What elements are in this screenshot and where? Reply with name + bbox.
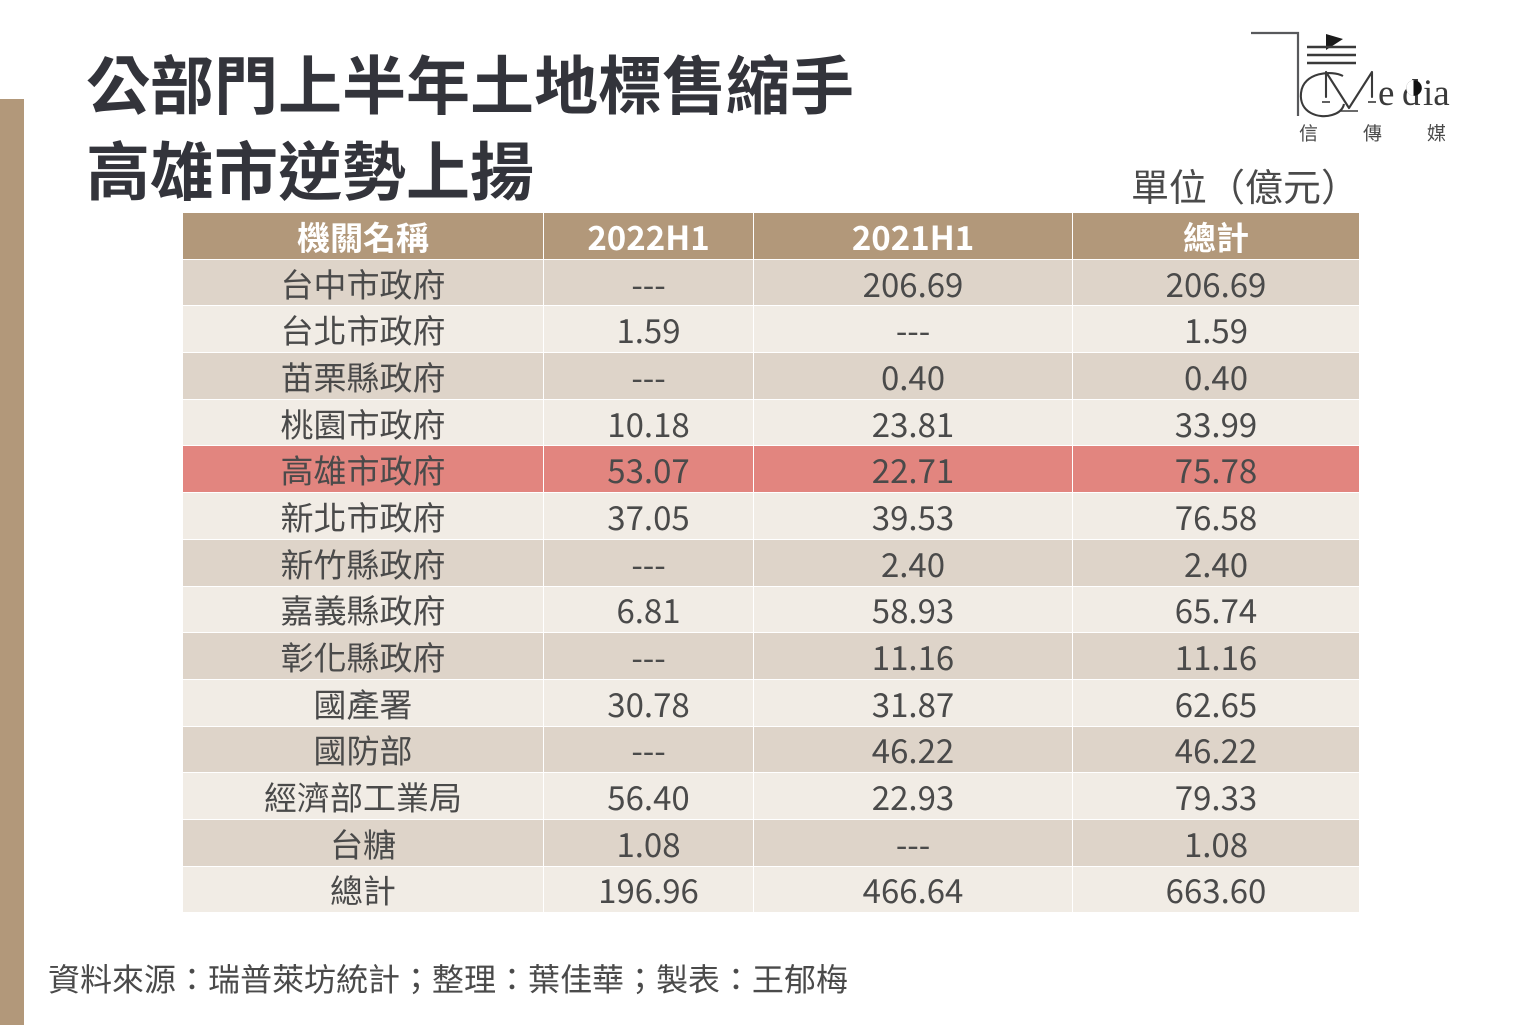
svg-text:信: 信 (1299, 119, 1318, 146)
svg-text:ia: ia (1423, 73, 1450, 114)
svg-text:媒: 媒 (1427, 119, 1446, 146)
svg-text:e: e (1378, 73, 1394, 114)
svg-text:傳: 傳 (1363, 119, 1382, 146)
